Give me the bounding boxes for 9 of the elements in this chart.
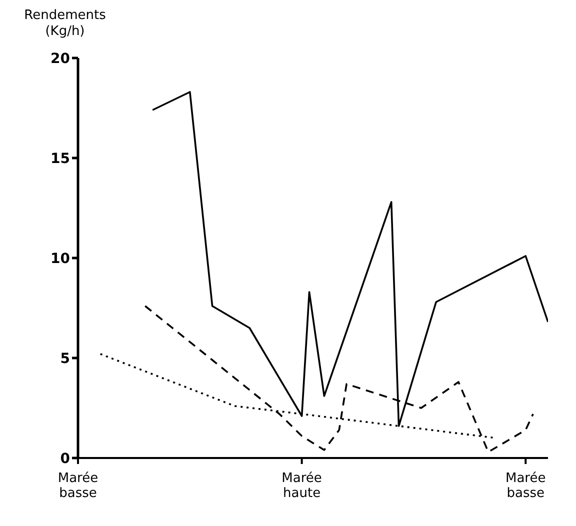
x-tick-label: Marée basse xyxy=(58,471,98,501)
x-tick-label: Marée basse xyxy=(505,471,546,501)
y-tick-label: 20 xyxy=(50,50,70,67)
y-tick-label: 10 xyxy=(50,250,70,267)
x-tick-label: Marée haute xyxy=(282,471,322,501)
y-tick-label: 0 xyxy=(60,450,70,467)
y-axis-title: Rendements (Kg/h) xyxy=(23,8,107,40)
y-tick-label: 5 xyxy=(60,350,70,367)
y-tick-label: 15 xyxy=(50,150,70,167)
